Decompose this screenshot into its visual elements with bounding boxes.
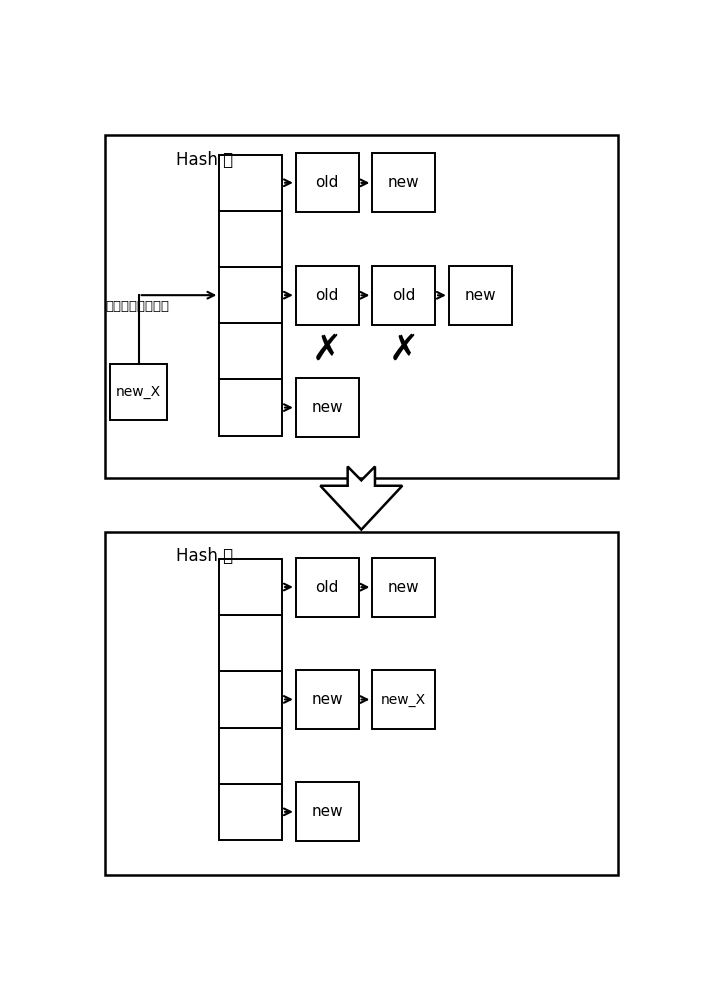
Bar: [219, 559, 282, 615]
Text: old: old: [315, 175, 339, 190]
Polygon shape: [320, 466, 403, 530]
Text: ✗: ✗: [388, 332, 419, 366]
Bar: [372, 153, 435, 212]
Bar: [372, 558, 435, 617]
Text: old: old: [315, 288, 339, 303]
Bar: [449, 266, 512, 325]
Bar: [219, 728, 282, 784]
Bar: [296, 266, 359, 325]
Bar: [296, 670, 359, 729]
Bar: [104, 532, 618, 875]
Bar: [296, 558, 359, 617]
Bar: [219, 211, 282, 267]
Text: new_X: new_X: [116, 385, 161, 399]
Bar: [296, 153, 359, 212]
Bar: [219, 379, 282, 436]
Text: new_X: new_X: [381, 693, 427, 707]
Text: new: new: [312, 804, 343, 819]
Bar: [110, 364, 167, 420]
Bar: [104, 135, 618, 478]
Bar: [296, 782, 359, 841]
Text: Hash 桶: Hash 桶: [176, 151, 233, 169]
Bar: [219, 671, 282, 728]
Text: new: new: [388, 580, 419, 595]
Text: new: new: [388, 175, 419, 190]
Bar: [296, 378, 359, 437]
Text: old: old: [392, 288, 415, 303]
Bar: [219, 155, 282, 211]
Text: old: old: [315, 580, 339, 595]
Bar: [372, 670, 435, 729]
Text: 命中，先执行老化: 命中，先执行老化: [106, 300, 170, 313]
Bar: [219, 615, 282, 671]
Text: ✗: ✗: [312, 332, 343, 366]
Bar: [219, 267, 282, 323]
Text: new: new: [465, 288, 496, 303]
Text: new: new: [312, 692, 343, 707]
Bar: [219, 323, 282, 379]
Bar: [372, 266, 435, 325]
Text: new: new: [312, 400, 343, 415]
Text: Hash 桶: Hash 桶: [176, 547, 233, 565]
Bar: [219, 784, 282, 840]
